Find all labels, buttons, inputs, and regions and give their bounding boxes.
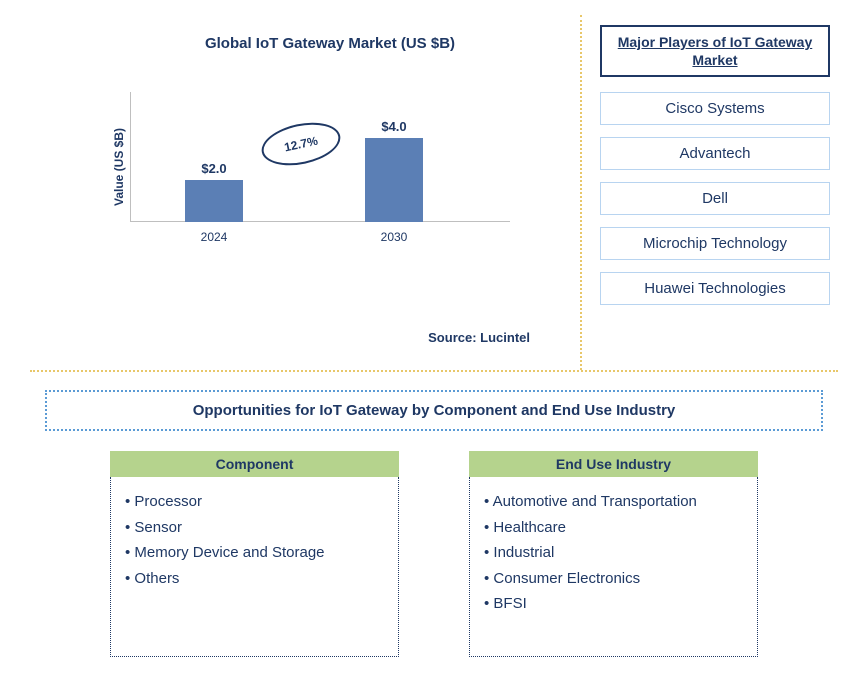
bar-value-label: $4.0 bbox=[365, 119, 423, 134]
growth-callout: 12.7% bbox=[258, 116, 345, 172]
players-title: Major Players of IoT Gateway Market bbox=[600, 25, 830, 77]
top-section: Global IoT Gateway Market (US $B) Value … bbox=[30, 15, 838, 370]
growth-label: 12.7% bbox=[283, 134, 319, 155]
player-item: Huawei Technologies bbox=[600, 272, 830, 305]
list-item: Automotive and Transportation bbox=[484, 489, 743, 515]
player-item: Advantech bbox=[600, 137, 830, 170]
list-item: Consumer Electronics bbox=[484, 566, 743, 592]
source-attribution: Source: Lucintel bbox=[30, 330, 530, 345]
opportunity-column: End Use IndustryAutomotive and Transport… bbox=[469, 451, 758, 657]
column-body: Automotive and TransportationHealthcareI… bbox=[469, 477, 758, 657]
horizontal-divider bbox=[30, 370, 838, 372]
bar-chart: Value (US $B) $2.02024$4.02030 12.7% bbox=[130, 92, 510, 242]
x-tick-label: 2030 bbox=[365, 230, 423, 244]
list-item: Sensor bbox=[125, 515, 384, 541]
player-item: Microchip Technology bbox=[600, 227, 830, 260]
chart-title: Global IoT Gateway Market (US $B) bbox=[90, 35, 570, 52]
opportunities-title: Opportunities for IoT Gateway by Compone… bbox=[45, 390, 823, 431]
bar bbox=[185, 180, 243, 222]
y-axis-label: Value (US $B) bbox=[112, 128, 126, 206]
vertical-divider bbox=[580, 15, 582, 370]
bar-value-label: $2.0 bbox=[185, 161, 243, 176]
x-tick-label: 2024 bbox=[185, 230, 243, 244]
list-item: Processor bbox=[125, 489, 384, 515]
players-panel: Major Players of IoT Gateway Market Cisc… bbox=[592, 15, 838, 370]
column-header: Component bbox=[110, 451, 399, 477]
list-item: Industrial bbox=[484, 540, 743, 566]
opportunity-column: ComponentProcessorSensorMemory Device an… bbox=[110, 451, 399, 657]
bar bbox=[365, 138, 423, 222]
list-item: Memory Device and Storage bbox=[125, 540, 384, 566]
y-axis bbox=[130, 92, 131, 222]
opportunity-columns: ComponentProcessorSensorMemory Device an… bbox=[30, 451, 838, 657]
list-item: BFSI bbox=[484, 591, 743, 617]
player-item: Dell bbox=[600, 182, 830, 215]
column-body: ProcessorSensorMemory Device and Storage… bbox=[110, 477, 399, 657]
player-item: Cisco Systems bbox=[600, 92, 830, 125]
column-header: End Use Industry bbox=[469, 451, 758, 477]
list-item: Others bbox=[125, 566, 384, 592]
list-item: Healthcare bbox=[484, 515, 743, 541]
chart-panel: Global IoT Gateway Market (US $B) Value … bbox=[30, 15, 570, 370]
